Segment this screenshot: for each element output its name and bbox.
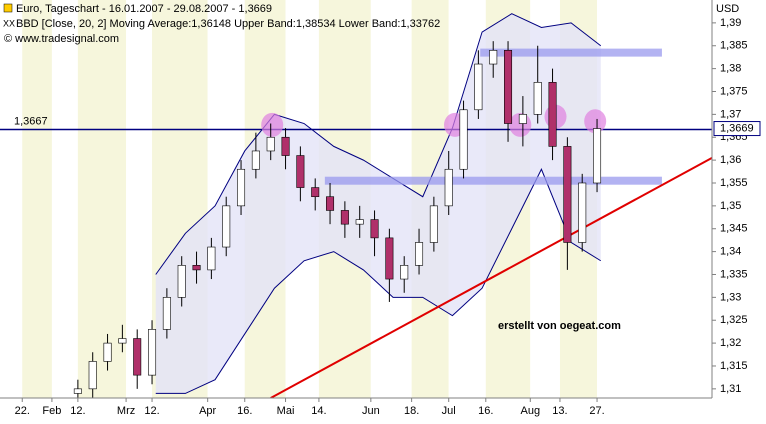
x-tick-label: 27.: [589, 405, 604, 417]
y-tick-label: 1,32: [720, 337, 741, 349]
candle-body: [103, 342, 112, 362]
candle-body: [237, 168, 246, 207]
x-tick-label: 12.: [70, 405, 85, 417]
candle-body: [385, 237, 394, 280]
candle-body: [311, 187, 320, 198]
candle-body: [355, 219, 364, 225]
y-tick-label: 1,345: [720, 223, 748, 235]
stripe: [597, 0, 712, 398]
axis-panel: [712, 0, 766, 424]
y-tick-label: 1,33: [720, 291, 741, 303]
x-tick-label: Jun: [362, 405, 380, 417]
chart-title: Euro, Tageschart - 16.01.2007 - 29.08.20…: [16, 3, 272, 15]
candle-body: [400, 265, 409, 280]
highlight: [261, 112, 284, 137]
level-bar: [480, 48, 662, 57]
y-tick-label: 1,385: [720, 40, 748, 52]
icon: [3, 3, 13, 13]
candle-body: [192, 265, 201, 271]
reference-label: 1,3667: [14, 115, 48, 127]
y-tick-label: 1,325: [720, 314, 748, 326]
y-tick-label: 1,335: [720, 268, 748, 280]
stripe: [22, 0, 52, 398]
candle-body: [73, 388, 82, 394]
candle-body: [133, 338, 142, 376]
axes: 22. Feb 12. Mrz 12. Apr 16. Mai 14. Jun 18. Jul 16. A…: [15, 17, 761, 417]
candle-body: [177, 265, 186, 298]
level-bar: [324, 176, 662, 185]
x-tick-label: Jul: [442, 405, 456, 417]
y-tick-label: 1,36: [720, 154, 741, 166]
candle-body: [504, 50, 513, 124]
candle-body: [459, 109, 468, 170]
icon: XX: [3, 18, 15, 28]
candle-body: [593, 128, 602, 184]
x-tick-label: Mrz: [117, 405, 135, 417]
upper-band: [155, 13, 602, 275]
y-tick-label: 1,39: [720, 17, 741, 29]
candle-body: [251, 150, 260, 170]
candle-body: [340, 210, 349, 225]
axis-panel: [0, 398, 766, 424]
y-tick-label: 1,355: [720, 177, 748, 189]
highlight: [584, 109, 607, 134]
last-price-box: [713, 121, 761, 137]
candle-body: [563, 146, 572, 243]
x-tick-label: Mai: [277, 405, 295, 417]
candle-body: [88, 361, 97, 390]
y-tick-label: 1,375: [720, 85, 748, 97]
y-tick-label: 1,37: [720, 108, 741, 120]
y-tick-label: 1,31: [720, 383, 741, 395]
stripe: [77, 0, 127, 398]
annotation: erstellt von oegeat.com: [498, 320, 621, 332]
x-tick-label: Feb: [42, 405, 61, 417]
x-tick-label: 22.: [15, 405, 30, 417]
candle-body: [370, 219, 379, 239]
candle-body: [444, 168, 453, 207]
candle-body: [415, 242, 424, 266]
x-tick-label: 12.: [144, 405, 159, 417]
x-tick-label: 13.: [552, 405, 567, 417]
candle-body: [266, 136, 275, 152]
trendline: [270, 156, 713, 399]
y-tick-label: 1,38: [720, 63, 741, 75]
candle-body: [148, 329, 157, 376]
candle-body: [474, 63, 483, 111]
candle-body: [326, 196, 335, 211]
candle-body: [489, 50, 498, 65]
candle-body: [548, 82, 557, 147]
axis-title: USD: [716, 3, 739, 15]
candle-body: [578, 182, 587, 243]
candle-body: [162, 297, 171, 330]
candle-body: [429, 205, 438, 243]
candle-body: [222, 205, 231, 248]
x-tick-label: 16.: [478, 405, 493, 417]
x-tick-label: Apr: [199, 405, 216, 417]
candle-body: [281, 136, 290, 156]
candle-body: [118, 338, 127, 344]
band-fill: [155, 13, 601, 394]
candle-body: [296, 155, 305, 188]
x-tick-label: 18.: [404, 405, 419, 417]
source: © www.tradesignal.com: [4, 33, 119, 45]
y-tick-label: 1,34: [720, 246, 741, 258]
candle-body: [518, 114, 527, 124]
last-price-label: 1,3669: [720, 122, 754, 134]
stripe: [51, 0, 78, 398]
candle-body: [533, 82, 542, 115]
chart-subtitle: BBD [Close, 20, 2] Moving Average:1,3614…: [16, 18, 440, 30]
x-tick-label: Aug: [521, 405, 541, 417]
lower-band: [155, 168, 602, 394]
x-tick-label: 16.: [237, 405, 252, 417]
x-tick-label: 14.: [311, 405, 326, 417]
stripe: [0, 0, 23, 398]
y-tick-label: 1,35: [720, 200, 741, 212]
stripe: [126, 0, 153, 398]
candle-body: [207, 246, 216, 271]
plot: 1,3667: [0, 13, 713, 399]
y-tick-label: 1,315: [720, 360, 748, 372]
